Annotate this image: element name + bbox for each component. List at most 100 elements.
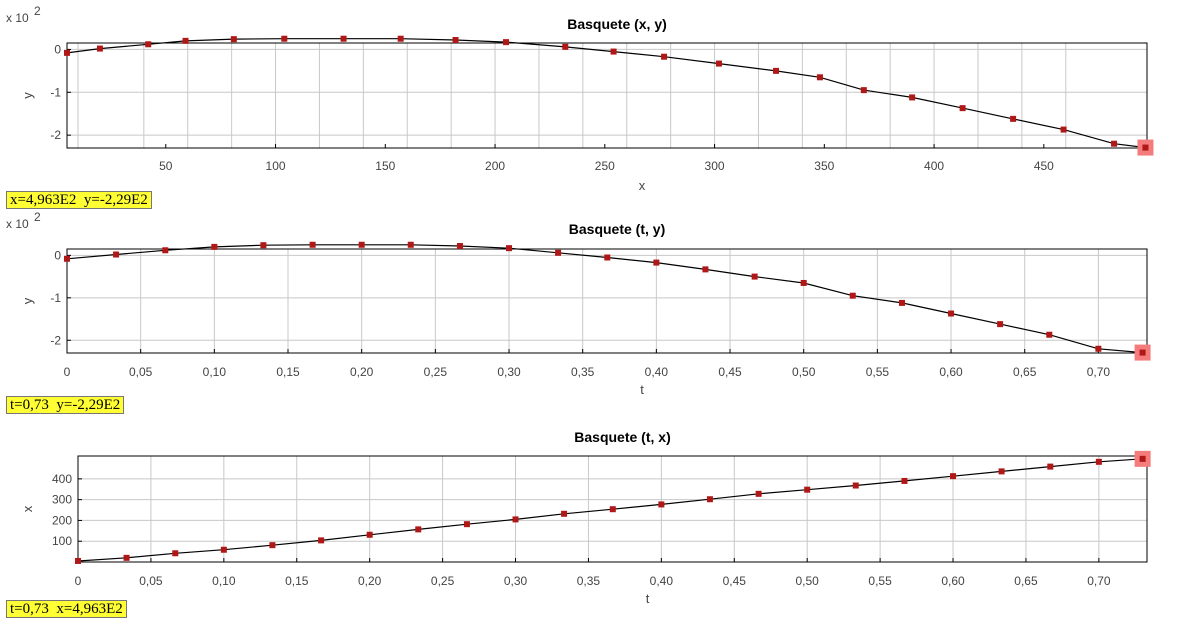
x-tick-label: 0,70	[1087, 365, 1111, 379]
x-tick-label: 0,65	[1014, 574, 1038, 588]
data-point	[751, 273, 758, 280]
x-tick-label: 450	[1034, 159, 1054, 173]
data-point	[211, 243, 218, 250]
chart-title: Basquete (t, x)	[574, 429, 670, 445]
x-tick-label: 0,35	[577, 574, 601, 588]
y-tick-label: -2	[50, 333, 61, 347]
data-point	[950, 473, 957, 480]
data-point	[909, 94, 916, 101]
chart-title: Basquete (t, y)	[569, 221, 665, 237]
data-point	[1095, 458, 1102, 465]
data-point	[64, 255, 70, 262]
selected-point[interactable]	[1142, 144, 1149, 151]
data-point	[804, 486, 811, 493]
data-point	[1047, 463, 1054, 470]
data-point	[452, 37, 459, 43]
x-tick-label: 0,30	[497, 365, 521, 379]
data-point	[1010, 115, 1017, 122]
data-point	[715, 60, 722, 67]
data-point	[901, 477, 908, 484]
y-axis-label: y	[20, 92, 35, 99]
x-tick-label: 0,55	[866, 365, 890, 379]
x-tick-label: 0,50	[792, 365, 816, 379]
data-point	[64, 49, 70, 56]
data-point	[407, 241, 414, 248]
x-tick-label: 0,20	[358, 574, 382, 588]
data-point	[604, 254, 611, 261]
data-point	[948, 310, 955, 317]
x-tick-label: 0,55	[868, 574, 892, 588]
y-tick-label: 200	[52, 513, 72, 527]
data-point	[220, 546, 227, 553]
x-tick-label: 0,10	[203, 365, 227, 379]
data-point	[706, 496, 713, 503]
x-tick-label: 0	[75, 574, 82, 588]
data-point	[172, 550, 179, 557]
y-axis-label: y	[20, 297, 35, 304]
x-tick-label: 0,05	[139, 574, 163, 588]
chart-panel-3: Basquete (t, x) 0 0,05 0,10 0,15 0,20 0,25 0,30…	[20, 429, 1151, 606]
data-point	[340, 35, 347, 42]
data-point	[755, 490, 762, 497]
y-tick-label: 300	[52, 493, 72, 507]
plot-frame	[66, 42, 1148, 149]
data-point	[182, 37, 189, 44]
data-point	[281, 35, 288, 42]
x-tick-label: 150	[375, 159, 395, 173]
x-tick-label: 0,50	[796, 574, 820, 588]
y-tick-label: 400	[52, 472, 72, 486]
x-tick-label: 50	[159, 159, 173, 173]
x-tick-label: 0,60	[941, 574, 965, 588]
x-tick-label: 400	[924, 159, 944, 173]
data-point	[959, 105, 966, 112]
data-point	[773, 67, 780, 74]
x-tick-label: 200	[485, 159, 505, 173]
x-tick-label: 0,40	[650, 574, 674, 588]
selected-point[interactable]	[1139, 349, 1146, 356]
coordinate-readout-ty: t=0,73 y=-2,29E2	[6, 396, 125, 414]
data-point	[998, 468, 1005, 475]
x-axis-label: t	[646, 591, 650, 606]
x-tick-label: 0,60	[939, 365, 963, 379]
data-point	[1095, 345, 1102, 352]
x-tick-label: 0,40	[645, 365, 669, 379]
x-tick-label: 0,15	[285, 574, 309, 588]
data-point	[397, 35, 404, 42]
data-point	[1060, 126, 1067, 133]
chart-panel-1: Basquete (x, y) 50 100 150 200 250 300 350 400 45…	[6, 4, 1154, 193]
data-point	[562, 43, 569, 50]
data-point	[506, 245, 513, 252]
data-point	[309, 241, 316, 248]
data-point	[318, 537, 325, 544]
x-tick-label: 100	[266, 159, 286, 173]
x-tick-label: 0,70	[1087, 574, 1111, 588]
y-tick-label: -1	[50, 291, 61, 305]
data-point	[898, 299, 905, 306]
x-axis-label: x	[639, 178, 646, 193]
data-point	[145, 41, 152, 48]
data-point	[997, 321, 1004, 328]
x-tick-label: 0,65	[1013, 365, 1037, 379]
selected-point[interactable]	[1139, 455, 1146, 462]
data-point	[702, 266, 709, 273]
x-tick-label: 250	[595, 159, 615, 173]
data-point	[230, 36, 237, 43]
y-axis-multiplier-exponent: 2	[34, 4, 41, 18]
data-point	[162, 247, 169, 254]
x-tick-label: 0,45	[718, 365, 742, 379]
plot-frame	[66, 248, 1148, 354]
data-point	[661, 53, 668, 60]
y-tick-label: 0	[54, 42, 61, 56]
data-point	[1046, 331, 1053, 338]
plot-area	[67, 43, 1147, 148]
data-point	[555, 249, 562, 256]
x-tick-label: 0,15	[276, 365, 300, 379]
y-tick-label: -2	[50, 128, 61, 142]
y-axis-multiplier-exponent: 2	[34, 210, 41, 224]
data-point	[96, 45, 103, 52]
x-tick-label: 0,20	[350, 365, 374, 379]
data-point	[366, 531, 373, 538]
data-point	[260, 242, 267, 249]
data-point	[123, 554, 130, 561]
